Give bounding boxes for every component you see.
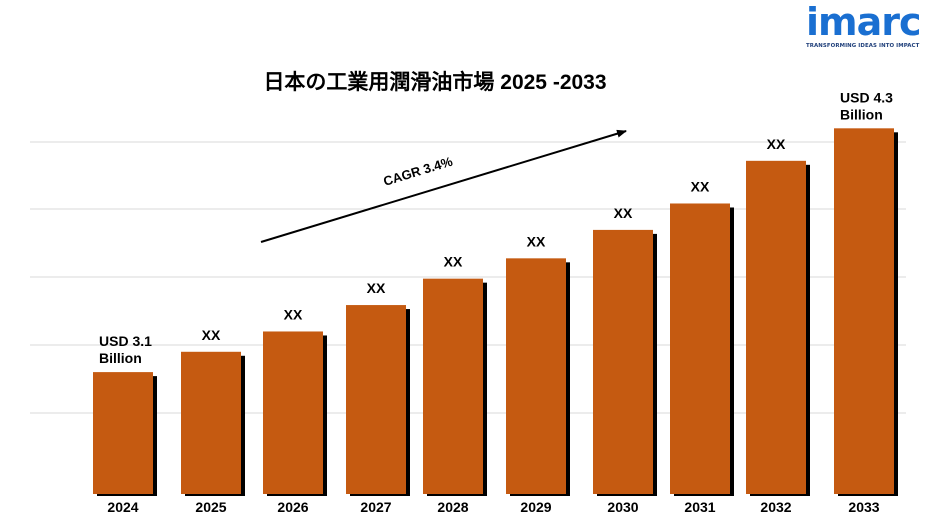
data-label-2025: XX bbox=[202, 327, 221, 343]
imarc-logo: imarc TRANSFORMING IDEAS INTO IMPACT bbox=[806, 2, 924, 54]
x-tick-2027: 2027 bbox=[360, 499, 391, 515]
bars bbox=[93, 128, 898, 497]
x-tick-2032: 2032 bbox=[760, 499, 791, 515]
cagr-annotation: CAGR 3.4% bbox=[260, 129, 627, 243]
bar-2024 bbox=[93, 372, 153, 494]
data-label-2031: XX bbox=[691, 178, 710, 194]
chart-title: 日本の工業用潤滑油市場 2025 -2033 bbox=[263, 71, 607, 94]
logo-tagline: TRANSFORMING IDEAS INTO IMPACT bbox=[806, 43, 920, 49]
data-label-2030: XX bbox=[614, 205, 633, 221]
x-tick-2031: 2031 bbox=[684, 499, 715, 515]
bar-2030 bbox=[593, 229, 653, 495]
bar-2028 bbox=[423, 278, 483, 494]
bar-2027 bbox=[346, 305, 406, 494]
bar-2031 bbox=[670, 203, 730, 495]
data-labels: USD 3.1 Billion XX XX XX XX XX XX XX XX USD 4.3 Bil… bbox=[99, 89, 893, 366]
data-label-2027: XX bbox=[367, 280, 386, 296]
data-label-2028: XX bbox=[444, 254, 463, 270]
data-label-2032: XX bbox=[767, 136, 786, 152]
bar-2033 bbox=[834, 128, 894, 494]
data-label-2029: XX bbox=[527, 233, 546, 249]
bar-2029 bbox=[506, 258, 566, 494]
cagr-label: CAGR 3.4% bbox=[381, 153, 454, 188]
x-tick-2033: 2033 bbox=[848, 499, 879, 515]
x-tick-2024: 2024 bbox=[107, 499, 138, 515]
x-tick-labels: 2024 2025 2026 2027 2028 2029 2030 2031 2032 2033 bbox=[107, 499, 879, 515]
x-tick-2026: 2026 bbox=[277, 499, 308, 515]
bar-2032 bbox=[746, 160, 806, 495]
bar-2026 bbox=[263, 331, 323, 494]
x-tick-2029: 2029 bbox=[520, 499, 551, 515]
x-tick-2030: 2030 bbox=[607, 499, 638, 515]
logo-wordmark: imarc bbox=[806, 0, 922, 44]
data-label-2033: USD 4.3 Billion bbox=[840, 89, 893, 122]
data-label-2024: USD 3.1 Billion bbox=[99, 333, 152, 366]
cagr-arrow bbox=[260, 129, 627, 243]
bar-2025 bbox=[181, 351, 241, 494]
x-tick-2025: 2025 bbox=[195, 499, 226, 515]
data-label-2026: XX bbox=[284, 306, 303, 322]
x-tick-2028: 2028 bbox=[437, 499, 468, 515]
